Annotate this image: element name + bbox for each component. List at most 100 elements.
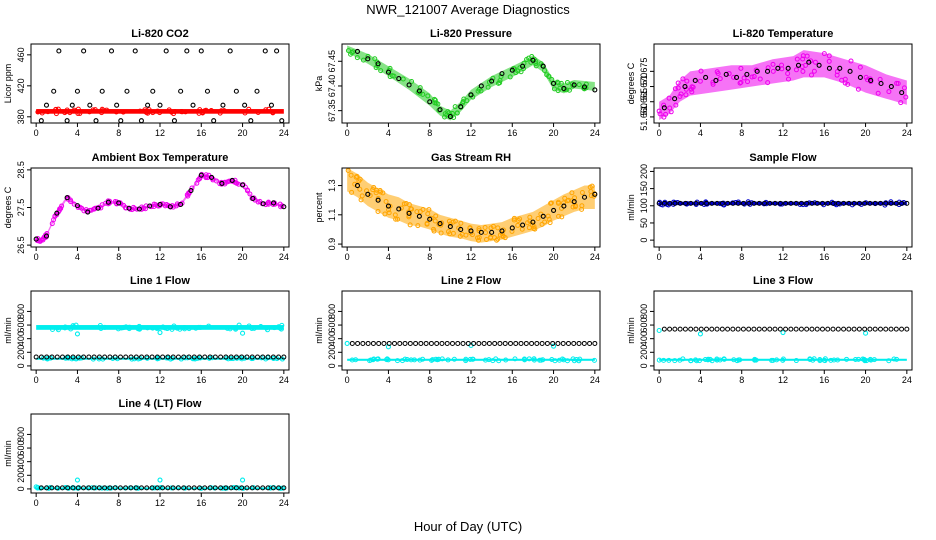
band-point xyxy=(526,356,532,362)
band-point xyxy=(684,78,690,84)
band-point xyxy=(375,195,381,201)
data-point xyxy=(144,354,150,360)
data-point xyxy=(734,74,740,80)
data-point xyxy=(249,485,255,491)
y-tick-label: 51.670 xyxy=(639,73,649,101)
band-point xyxy=(100,107,106,113)
band-point xyxy=(863,74,869,80)
band-point xyxy=(409,79,415,85)
y-axis-li-820-co2: 380 420 460 xyxy=(16,47,31,124)
x-tick-label: 12 xyxy=(778,252,788,262)
data-point xyxy=(856,326,862,332)
band-point xyxy=(463,232,469,238)
data-point xyxy=(872,200,878,206)
band-point xyxy=(115,326,121,332)
x-axis-gas-stream-rh: 0 4 8 12 16 20 24 xyxy=(345,247,600,262)
data-point xyxy=(228,354,234,360)
data-point xyxy=(107,485,113,491)
data-point xyxy=(868,77,874,84)
data-point xyxy=(44,485,50,491)
band-point xyxy=(385,357,391,363)
x-tick-label: 20 xyxy=(861,252,871,262)
band-point xyxy=(677,93,683,99)
band-point xyxy=(482,225,488,231)
band-point xyxy=(785,71,791,77)
data-point xyxy=(144,485,150,491)
band-point xyxy=(278,326,284,332)
data-point xyxy=(772,200,778,206)
data-point xyxy=(413,340,419,346)
data-point xyxy=(274,48,280,54)
data-point xyxy=(709,200,715,206)
band-point xyxy=(44,231,50,237)
band-point xyxy=(458,220,464,226)
band-point xyxy=(751,73,757,79)
data-point xyxy=(672,200,678,206)
band-point xyxy=(174,325,180,331)
panel-title-ambient-box-temperature: Ambient Box Temperature xyxy=(92,152,229,164)
band-point xyxy=(546,73,552,79)
x-axis-li-820-temperature: 0 4 8 12 16 20 24 xyxy=(657,123,912,138)
band-point xyxy=(150,110,156,116)
band-point xyxy=(844,356,850,362)
data-point xyxy=(780,329,786,336)
data-point xyxy=(207,485,213,491)
band-point xyxy=(694,199,700,205)
data-point xyxy=(233,354,239,360)
x-tick-label: 16 xyxy=(196,375,206,385)
data-point xyxy=(33,236,39,242)
data-point xyxy=(191,485,197,491)
x-tick-label: 12 xyxy=(778,128,788,138)
band-point xyxy=(667,105,673,111)
data-point xyxy=(888,83,894,90)
band-point xyxy=(99,106,105,112)
band-point xyxy=(62,324,68,330)
y-tick-label: 400 xyxy=(16,331,26,346)
band-point xyxy=(463,356,469,362)
band-point xyxy=(389,73,395,79)
data-point xyxy=(244,354,250,360)
y-tick-label: 51.675 xyxy=(639,58,649,86)
band-point xyxy=(433,100,439,106)
band-point xyxy=(90,107,96,113)
data-point xyxy=(592,340,598,346)
data-point xyxy=(561,203,567,209)
band-point xyxy=(548,200,554,206)
x-tick-label: 20 xyxy=(549,375,559,385)
x-tick-label: 12 xyxy=(155,252,165,262)
data-point xyxy=(198,172,204,178)
band-point xyxy=(702,356,708,362)
data-point xyxy=(157,201,163,208)
band-point xyxy=(166,107,172,113)
data-point xyxy=(756,326,762,332)
data-point xyxy=(550,340,556,346)
data-point xyxy=(576,340,582,346)
x-tick-label: 4 xyxy=(386,375,391,385)
data-point xyxy=(207,354,213,360)
data-point xyxy=(175,354,181,360)
data-point xyxy=(196,485,202,491)
band-point xyxy=(848,58,854,64)
x-tick-label: 12 xyxy=(155,128,165,138)
band-point xyxy=(266,106,272,112)
data-point xyxy=(365,191,371,197)
data-point xyxy=(163,48,169,54)
data-point xyxy=(561,85,567,91)
data-point xyxy=(123,354,129,360)
band-point xyxy=(139,206,145,212)
band-point xyxy=(146,107,152,113)
data-point xyxy=(396,76,402,82)
data-point xyxy=(265,354,271,360)
data-point xyxy=(862,200,868,206)
data-point xyxy=(719,200,725,206)
data-point xyxy=(698,200,704,206)
data-point xyxy=(835,200,841,206)
data-point xyxy=(551,343,557,349)
data-point xyxy=(465,340,471,346)
band-point xyxy=(549,76,555,82)
data-point xyxy=(539,340,545,346)
data-point xyxy=(468,92,474,98)
data-point xyxy=(656,200,662,206)
band-point xyxy=(857,64,863,70)
